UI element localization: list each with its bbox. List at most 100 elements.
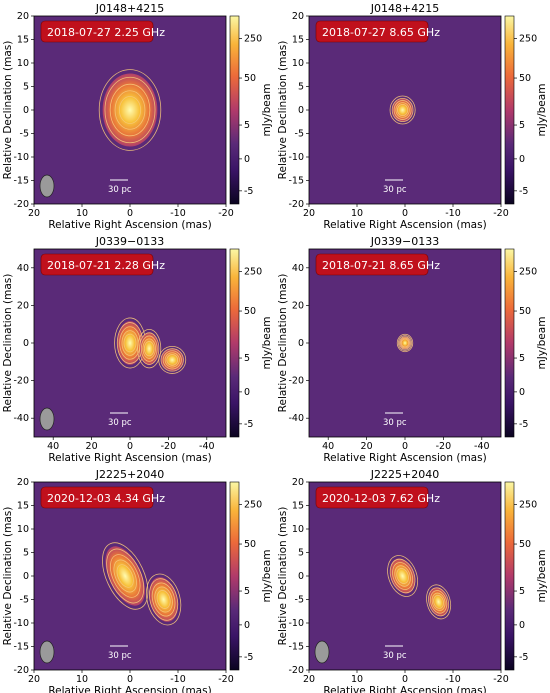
x-tick-label: 20 <box>361 441 373 452</box>
panel-6: 30 pc 2020-12-03 7.62 GHz J2225+2040 20 10 0 -… <box>277 468 548 693</box>
contour <box>426 584 452 620</box>
contour <box>394 565 411 587</box>
panel-3: 30 pc 2018-07-21 2.28 GHz J0339−0133 40 20 0 -… <box>2 235 273 464</box>
y-tick-label: 10 <box>17 58 29 69</box>
contour <box>387 555 419 597</box>
beam-ellipse <box>39 407 55 431</box>
beam-ellipse <box>314 640 330 664</box>
contour <box>396 333 414 353</box>
colorbar-tick-label: 5 <box>519 353 525 364</box>
x-tick-label: -20 <box>161 441 177 452</box>
contour <box>143 341 155 357</box>
y-tick-label: -5 <box>20 595 29 606</box>
colorbar-tick-label: 0 <box>244 620 250 631</box>
y-tick-label: 5 <box>298 548 304 559</box>
colorbar-tick-label: 0 <box>244 154 250 165</box>
colorbar-tick-label: -5 <box>519 186 528 197</box>
beam-ellipse <box>39 174 55 198</box>
scale-bar-label: 30 pc <box>383 185 407 195</box>
x-tick-label: 0 <box>127 674 133 685</box>
contour <box>98 69 162 151</box>
component-fill <box>105 546 145 606</box>
colorbar <box>229 481 240 671</box>
y-axis-label: Relative Declination (mas) <box>2 41 14 180</box>
component-fill <box>161 348 184 371</box>
source-component <box>158 346 187 374</box>
source-component <box>102 542 149 610</box>
x-tick-label: -40 <box>199 441 215 452</box>
y-tick-label: 5 <box>23 82 29 93</box>
contour <box>428 587 450 617</box>
y-tick-label: -5 <box>20 129 29 140</box>
y-axis-label: Relative Declination (mas) <box>2 507 14 646</box>
panel-title: J0148+4215 <box>95 2 164 15</box>
y-tick-label: 0 <box>298 571 304 582</box>
contour <box>433 594 445 609</box>
y-tick-label: -20 <box>288 199 304 210</box>
x-tick-label: 0 <box>402 441 408 452</box>
y-axis-label: Relative Declination (mas) <box>2 274 14 413</box>
y-tick-label: -20 <box>288 376 304 387</box>
colorbar-label: mJy/beam <box>261 550 273 603</box>
source-component <box>396 333 414 353</box>
x-tick-label: -10 <box>445 208 461 219</box>
epoch-label: 2020-12-03 7.62 GHz <box>322 492 440 505</box>
x-tick-label: -20 <box>493 208 509 219</box>
x-tick-label: 0 <box>402 674 408 685</box>
component-fill <box>149 577 179 622</box>
epoch-label-box <box>40 20 154 43</box>
y-axis-label: Relative Declination (mas) <box>277 274 289 413</box>
component-fill <box>140 332 159 366</box>
contour <box>104 76 156 144</box>
y-tick-label: 20 <box>17 477 29 488</box>
contour <box>106 548 145 604</box>
x-tick-label: -10 <box>445 674 461 685</box>
epoch-label-box <box>40 253 154 276</box>
x-axis-label: Relative Right Ascension (mas) <box>48 219 211 231</box>
y-tick-label: 0 <box>298 338 304 349</box>
component-fill <box>392 98 413 122</box>
colorbar-tick-label: 50 <box>244 73 256 84</box>
component-fill <box>117 321 143 365</box>
colorbar-tick-label: 0 <box>519 154 525 165</box>
contour <box>431 592 446 612</box>
x-tick-label: 20 <box>86 441 98 452</box>
colorbar <box>229 248 240 438</box>
colorbar-tick-label: 5 <box>244 353 250 364</box>
colorbar-label: mJy/beam <box>261 317 273 370</box>
contour <box>389 558 416 594</box>
colorbar-tick-label: 0 <box>519 387 525 398</box>
y-tick-label: 0 <box>23 105 29 116</box>
colorbar-tick-label: 5 <box>519 120 525 131</box>
y-tick-label: -5 <box>295 595 304 606</box>
y-tick-label: 5 <box>23 548 29 559</box>
y-tick-label: -5 <box>295 129 304 140</box>
colorbar-tick-label: 5 <box>244 586 250 597</box>
panel-4: 30 pc 2018-07-21 8.65 GHz J0339−0133 40 20 0 -… <box>277 235 548 464</box>
y-tick-label: 15 <box>292 501 304 512</box>
y-tick-label: -15 <box>288 176 304 187</box>
x-tick-label: 10 <box>76 674 88 685</box>
x-tick-label: -20 <box>218 208 234 219</box>
colorbar-tick-label: 50 <box>244 539 256 550</box>
y-tick-label: 20 <box>292 477 304 488</box>
x-axis-label: Relative Right Ascension (mas) <box>48 452 211 464</box>
y-tick-label: -10 <box>13 152 29 163</box>
y-tick-label: 0 <box>23 338 29 349</box>
y-tick-label: -40 <box>13 413 29 424</box>
contour <box>391 98 414 123</box>
epoch-label-box <box>40 486 154 509</box>
x-tick-label: 10 <box>351 208 363 219</box>
contour <box>160 348 184 372</box>
colorbar-tick-label: 250 <box>244 500 262 511</box>
source-component <box>145 573 182 626</box>
x-tick-label: 20 <box>303 674 315 685</box>
y-tick-label: -15 <box>13 642 29 653</box>
x-tick-label: 40 <box>47 441 59 452</box>
x-axis-label: Relative Right Ascension (mas) <box>323 219 486 231</box>
epoch-label: 2018-07-21 8.65 GHz <box>322 259 440 272</box>
colorbar-tick-label: 250 <box>519 34 537 45</box>
colorbar-tick-label: 250 <box>244 34 262 45</box>
source-component <box>389 95 416 125</box>
colorbar-label: mJy/beam <box>536 550 548 603</box>
